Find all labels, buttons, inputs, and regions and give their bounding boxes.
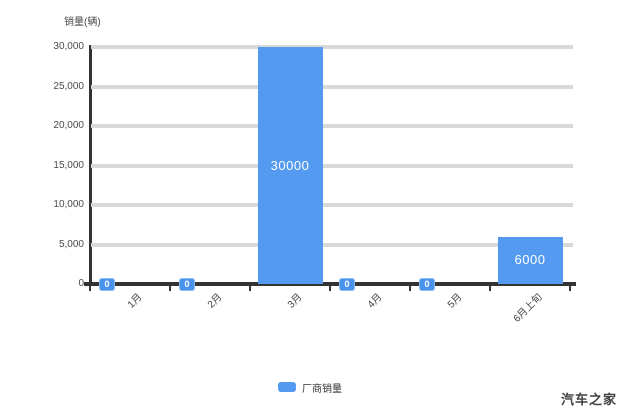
x-tick-label: 1月: [125, 291, 145, 311]
bar[interactable]: 6000: [497, 236, 563, 284]
gridline: [91, 242, 573, 247]
x-tick-label: 5月: [445, 291, 465, 311]
x-axis-tick: [169, 286, 171, 291]
x-axis-tick: [249, 286, 251, 291]
y-axis-line: [89, 45, 92, 286]
x-axis-tick: [89, 286, 91, 291]
x-axis-tick: [329, 286, 331, 291]
y-tick-label: 30,000: [53, 41, 84, 52]
bar-value-label: 30000: [270, 157, 310, 173]
x-axis-tick: [409, 286, 411, 291]
y-tick-label: 20,000: [53, 120, 84, 131]
gridline: [91, 84, 573, 89]
y-tick-label: 15,000: [53, 159, 84, 171]
x-tick-label: 3月: [285, 291, 305, 311]
x-tick-label: 2月: [205, 291, 225, 311]
x-axis-tick: [489, 286, 491, 291]
y-tick-label: 5,000: [58, 238, 84, 250]
gridline: [91, 124, 573, 128]
bar[interactable]: 30000: [257, 47, 323, 284]
zero-value-badge: 0: [339, 277, 355, 291]
y-tick-label: 0: [78, 278, 84, 289]
x-tick-label: 6月上旬: [511, 291, 545, 325]
watermark-autohome: 汽车之家: [560, 392, 617, 407]
gridline: [91, 163, 573, 168]
zero-value-badge: 0: [99, 277, 115, 291]
zero-value-badge: 0: [179, 277, 195, 291]
y-axis-title: 销量(辆): [64, 17, 101, 28]
gridline: [91, 45, 573, 49]
x-tick-label: 4月: [365, 291, 385, 311]
legend-label: 厂商销量: [302, 383, 342, 395]
gridline: [91, 203, 573, 207]
legend[interactable]: 厂商销量: [0, 379, 620, 395]
x-axis-line: [84, 282, 576, 286]
y-tick-label: 10,000: [53, 199, 84, 210]
y-tick-label: 25,000: [53, 80, 84, 92]
zero-value-badge: 0: [419, 277, 435, 291]
x-axis-tick: [569, 286, 571, 291]
legend-swatch-icon: [278, 382, 296, 392]
bar-value-label: 6000: [514, 252, 546, 268]
